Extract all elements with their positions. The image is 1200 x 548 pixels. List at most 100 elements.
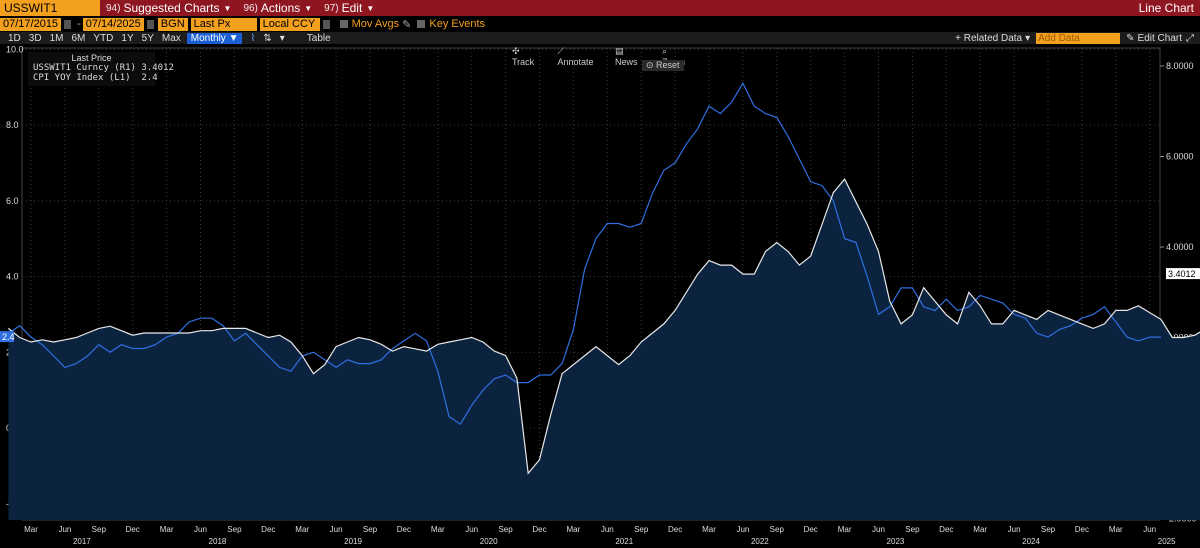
key-events-label: Key Events <box>429 18 485 30</box>
frequency-label: Monthly <box>190 32 226 44</box>
x-axis-month-label: Dec <box>261 525 275 534</box>
left-axis-tick-label: 10.0 <box>6 44 24 54</box>
x-axis-month-label: Mar <box>24 525 38 534</box>
parameter-bar: 07/17/2015 - 07/14/2025 BGN Last Px Loca… <box>0 16 1200 32</box>
annotate-label: Annotate <box>557 57 594 67</box>
x-axis-month-label: Sep <box>1041 525 1056 534</box>
price-field-select[interactable]: Last Px <box>190 17 257 31</box>
right-controls: + Related Data ▾ Add Data ✎ Edit Chart ⤢ <box>955 32 1200 44</box>
related-data-button[interactable]: + Related Data <box>955 32 1023 44</box>
calendar-icon[interactable] <box>146 19 154 29</box>
frequency-select[interactable]: Monthly ▼ <box>186 32 243 44</box>
mov-avgs-label: Mov Avgs <box>351 18 400 30</box>
start-date-input[interactable]: 07/17/2015 <box>0 17 62 31</box>
left-axis-tick-label: 6.0 <box>6 196 19 206</box>
range-6m[interactable]: 6M <box>71 32 86 44</box>
line-chart-icon[interactable]: ⌇ <box>250 32 256 44</box>
x-axis-year-label: 2025 <box>1158 537 1176 546</box>
track-label: Track <box>512 57 535 67</box>
x-axis-month-label: Dec <box>126 525 140 534</box>
x-axis-month-label: Jun <box>194 525 207 534</box>
x-axis-month-label: Sep <box>770 525 785 534</box>
x-axis-month-label: Mar <box>1109 525 1123 534</box>
legend-label: CPI YOY Index (L1) <box>33 73 131 83</box>
chart-type-title: Line Chart <box>1138 1 1194 15</box>
right-axis-tick-label: 6.0000 <box>1166 152 1194 162</box>
end-date-input[interactable]: 07/14/2025 <box>82 17 144 31</box>
x-axis-month-label: Mar <box>567 525 581 534</box>
legend-value: 3.4012 <box>141 63 174 73</box>
calendar-icon[interactable] <box>64 19 72 29</box>
pencil-icon[interactable]: ✎ <box>402 18 412 31</box>
track-button[interactable]: ✣ Track <box>512 46 535 67</box>
ticker-field[interactable]: USSWIT1 Curncy <box>0 0 100 31</box>
x-axis-month-label: Jun <box>601 525 614 534</box>
news-button[interactable]: ▤ News <box>615 46 638 67</box>
legend-value: 2.4 <box>141 73 158 83</box>
news-label: News <box>615 57 638 67</box>
x-axis-month-label: Dec <box>1075 525 1089 534</box>
x-axis-month-label: Mar <box>838 525 852 534</box>
edit-menu[interactable]: 97) Edit ▼ <box>324 1 374 15</box>
suggested-charts-menu[interactable]: 94) Suggested Charts ▼ <box>106 1 231 15</box>
range-ytd[interactable]: YTD <box>93 32 114 44</box>
x-axis-month-label: Mar <box>160 525 174 534</box>
legend-header: Last Price <box>71 53 112 63</box>
x-axis-month-label: Sep <box>498 525 513 534</box>
chevron-down-icon[interactable]: ▾ <box>1025 32 1031 44</box>
range-1y[interactable]: 1Y <box>121 32 134 44</box>
edit-chart-button[interactable]: Edit Chart <box>1137 32 1182 44</box>
pencil-icon[interactable]: ✎ <box>1126 32 1135 44</box>
left-axis-tick-label: 4.0 <box>6 272 19 282</box>
key-events-checkbox[interactable] <box>417 20 426 28</box>
left-last-value-tag <box>0 331 14 343</box>
add-data-input[interactable]: Add Data <box>1036 32 1121 44</box>
x-axis-month-label: Jun <box>872 525 885 534</box>
mov-avgs-checkbox[interactable] <box>339 20 348 28</box>
x-axis-month-label: Dec <box>804 525 818 534</box>
reset-button[interactable]: ⊙ Reset <box>642 60 684 71</box>
chart-area[interactable]: 10.08.06.04.02.00.0-2.08.00006.00004.000… <box>0 44 1200 548</box>
expand-icon[interactable]: ⤢ <box>1186 32 1194 44</box>
x-axis-year-label: 2023 <box>887 537 905 546</box>
legend: Last Price USSWIT1 Curncy (R1) 3.4012 CP… <box>28 52 174 86</box>
x-axis-year-label: 2024 <box>1022 537 1040 546</box>
x-axis-month-label: Jun <box>330 525 343 534</box>
left-axis-tick-label: 8.0 <box>6 120 19 130</box>
source-field[interactable]: BGN <box>157 17 188 31</box>
legend-item-cpi: CPI YOY Index (L1) 2.4 <box>28 73 158 83</box>
range-1d[interactable]: 1D <box>8 32 21 44</box>
x-axis-month-label: Jun <box>1008 525 1021 534</box>
x-axis-month-label: Sep <box>92 525 107 534</box>
menu-number: 94) <box>106 2 121 14</box>
x-axis-year-label: 2018 <box>209 537 227 546</box>
x-axis-month-label: Jun <box>58 525 71 534</box>
x-axis-year-label: 2019 <box>344 537 362 546</box>
chevron-down-icon: ▼ <box>223 3 232 13</box>
annotate-button[interactable]: ⟋ Annotate <box>557 46 594 67</box>
x-axis-year-label: 2020 <box>480 537 498 546</box>
table-button[interactable]: Table <box>306 32 331 44</box>
x-axis-month-label: Sep <box>363 525 378 534</box>
x-axis-month-label: Dec <box>939 525 953 534</box>
x-axis-month-label: Mar <box>431 525 445 534</box>
sort-icon[interactable]: ⇅ <box>263 32 272 44</box>
x-axis-month-label: Mar <box>702 525 716 534</box>
range-3d[interactable]: 3D <box>28 32 42 44</box>
chevron-down-icon: ▼ <box>366 3 375 13</box>
actions-menu[interactable]: 96) Actions ▼ <box>243 1 312 15</box>
range-toolbar: 1D 3D 1M 6M YTD 1Y 5Y Max Monthly ▼ ⌇ ⇅ … <box>0 32 1200 44</box>
right-last-value-tag <box>1166 268 1200 280</box>
right-axis-tick-label: 8.0000 <box>1166 61 1194 71</box>
right-last-value-label: 3.4012 <box>1168 269 1196 279</box>
menu-number: 97) <box>324 2 339 14</box>
chevron-down-icon[interactable] <box>322 19 330 29</box>
swap-area-fill <box>8 179 1200 520</box>
x-axis-month-label: Jun <box>1143 525 1156 534</box>
chevron-down-icon[interactable]: ▾ <box>279 32 285 44</box>
range-5y[interactable]: 5Y <box>141 32 154 44</box>
range-max[interactable]: Max <box>161 32 181 44</box>
menu-label: Suggested Charts <box>123 1 220 15</box>
range-1m[interactable]: 1M <box>49 32 64 44</box>
currency-select[interactable]: Local CCY <box>259 17 320 31</box>
